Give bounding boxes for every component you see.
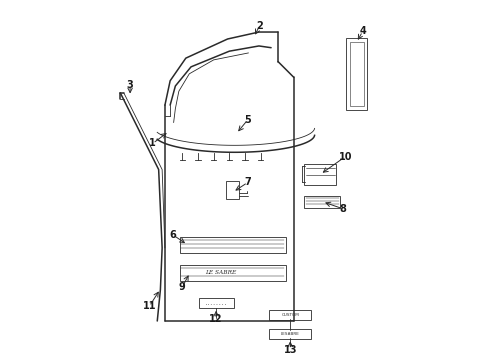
- Text: 12: 12: [209, 314, 223, 324]
- FancyBboxPatch shape: [225, 181, 240, 199]
- Text: 4: 4: [359, 26, 366, 36]
- FancyBboxPatch shape: [270, 329, 311, 339]
- Text: LESABRE: LESABRE: [281, 332, 300, 336]
- Text: 6: 6: [169, 230, 176, 240]
- Text: 9: 9: [179, 282, 186, 292]
- Text: 10: 10: [339, 152, 352, 162]
- FancyBboxPatch shape: [346, 37, 367, 110]
- Text: ........: ........: [205, 301, 227, 306]
- Text: 5: 5: [245, 115, 251, 125]
- Text: 3: 3: [127, 80, 133, 90]
- Text: 13: 13: [284, 345, 297, 355]
- Text: 1: 1: [149, 139, 156, 148]
- FancyBboxPatch shape: [304, 164, 336, 185]
- FancyBboxPatch shape: [180, 237, 286, 253]
- FancyBboxPatch shape: [350, 42, 364, 106]
- Text: LE SABRE: LE SABRE: [205, 270, 236, 275]
- Text: 7: 7: [245, 177, 251, 188]
- Text: 8: 8: [340, 204, 346, 214]
- Text: 2: 2: [256, 21, 263, 31]
- FancyBboxPatch shape: [180, 265, 286, 281]
- FancyBboxPatch shape: [270, 310, 311, 320]
- FancyBboxPatch shape: [304, 196, 341, 207]
- FancyBboxPatch shape: [199, 298, 234, 309]
- Text: 11: 11: [143, 301, 156, 311]
- Text: CUSTOM: CUSTOM: [281, 313, 299, 317]
